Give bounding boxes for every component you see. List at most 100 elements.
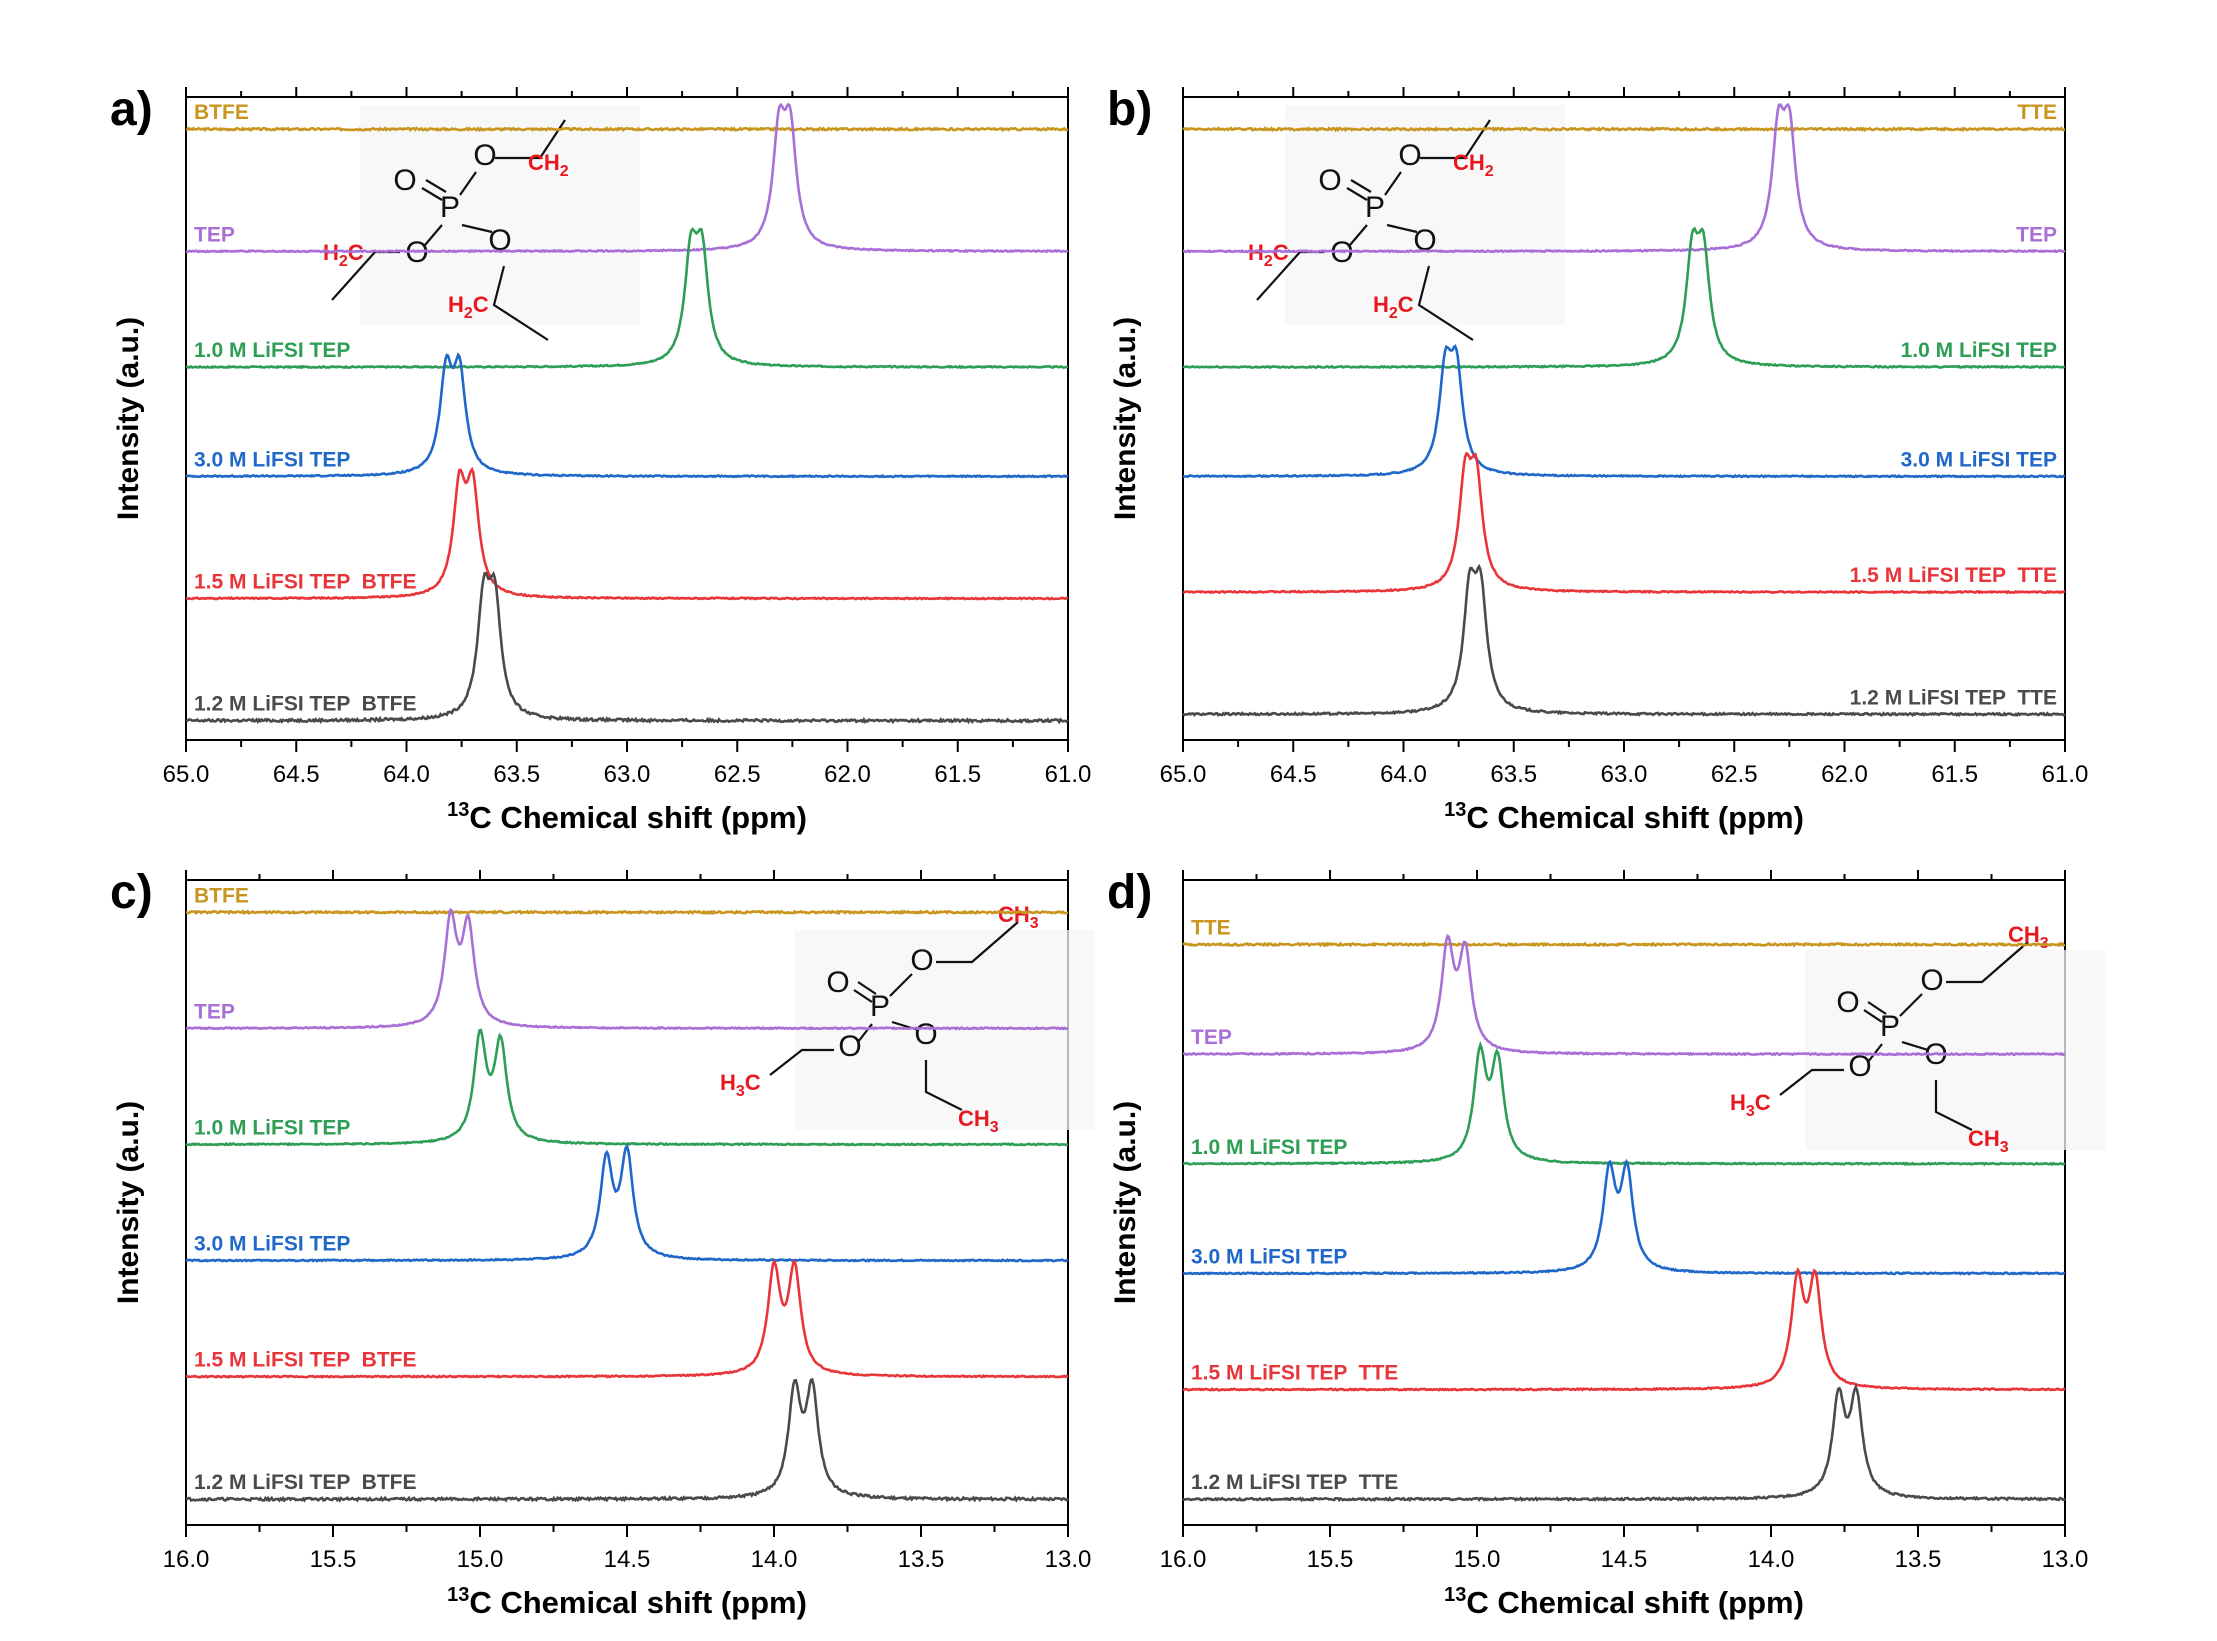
series-label: 1.5 M LiFSI TEP BTFE [194, 1349, 416, 1372]
x-tick-label: 64.5 [273, 761, 320, 788]
spectrum-line [185, 126, 1069, 133]
x-axis-label: 13C Chemical shift (ppm) [447, 1584, 807, 1620]
atom-label: O [473, 139, 496, 172]
series-label: 3.0 M LiFSI TEP [194, 1233, 350, 1256]
subscript: 2 [1389, 305, 1398, 322]
series-label: 3.0 M LiFSI TEP [1191, 1245, 1347, 1268]
x-tick-label: 14.0 [751, 1546, 798, 1573]
spectrum-line [1182, 1267, 2066, 1392]
series-label: 1.2 M LiFSI TEP TTE [1850, 686, 2057, 709]
series-label: 1.0 M LiFSI TEP [194, 339, 350, 362]
atom-label: P [440, 191, 460, 224]
series-label: BTFE [194, 884, 249, 907]
x-tick-label: 63.5 [493, 761, 540, 788]
spectrum-line [185, 1143, 1069, 1263]
h2c-label: H2C [1248, 240, 1289, 270]
y-axis-label: Intensity (a.u.) [112, 317, 145, 520]
bond-lines [769, 921, 1019, 1111]
x-tick-label: 16.0 [1160, 1546, 1207, 1573]
series-label: 1.2 M LiFSI TEP BTFE [194, 1471, 416, 1494]
h3c-label: H3C [720, 1070, 761, 1100]
spectrum-line [185, 352, 1069, 479]
molecule-backdrop [1805, 950, 2105, 1150]
subscript: 2 [1264, 253, 1273, 270]
x-tick-label: 61.0 [1045, 761, 1092, 788]
x-tick-label: 13.5 [1895, 1546, 1942, 1573]
series-label: 1.5 M LiFSI TEP TTE [1850, 564, 2057, 587]
x-tick-label: 65.0 [1160, 761, 1207, 788]
x-tick-label: 64.0 [1380, 761, 1427, 788]
carbon: C [745, 1070, 761, 1095]
atom-label: O [838, 1030, 861, 1063]
spectrum-line [1182, 933, 2066, 1057]
spectrum-line [185, 907, 1069, 1031]
atom-label: O [914, 1018, 937, 1051]
spectrum-line [185, 227, 1069, 370]
series-label: TEP [194, 1000, 235, 1023]
x-tick-label: 62.0 [824, 761, 871, 788]
spectrum-line [1182, 344, 2066, 479]
x-tick-label: 14.0 [1748, 1546, 1795, 1573]
spectrum-line [1182, 1383, 2066, 1503]
atom-label: O [1848, 1050, 1871, 1083]
atom-label: O [910, 944, 933, 977]
x-tick-label: 15.5 [310, 1546, 357, 1573]
spectrum-line [185, 466, 1069, 601]
series-label: TTE [1191, 917, 1231, 940]
atom-label: O [1413, 224, 1436, 257]
x-tick-label: 15.0 [457, 1546, 504, 1573]
x-tick-label: 63.0 [1601, 761, 1648, 788]
x-tick-label: 13.0 [2042, 1546, 2089, 1573]
x-tick-label: 65.0 [163, 761, 210, 788]
series-label: 1.2 M LiFSI TEP BTFE [194, 693, 416, 716]
spectrum-line [1182, 126, 2066, 133]
spectrum-line [1182, 563, 2066, 718]
y-axis-label: Intensity (a.u.) [1109, 317, 1142, 520]
atom-label: O [488, 224, 511, 257]
x-tick-label: 14.5 [604, 1546, 651, 1573]
atom-label: O [826, 966, 849, 999]
x-axis-label: 13C Chemical shift (ppm) [1444, 799, 1804, 835]
panel-c: 16.0 15.5 15.0 14.5 14.0 13.5 13.0 c) Intensity … [110, 866, 1095, 1620]
series-label: 1.0 M LiFSI TEP [194, 1116, 350, 1139]
h3c-label: H3C [1730, 1090, 1771, 1120]
x-tick-label: 62.0 [1821, 761, 1868, 788]
spectrum-line [1182, 226, 2066, 370]
subscript: 3 [1030, 915, 1039, 932]
series-label: TEP [1191, 1026, 1232, 1049]
series-label: 1.5 M LiFSI TEP TTE [1191, 1362, 1398, 1385]
series-label: 1.5 M LiFSI TEP BTFE [194, 571, 416, 594]
subscript: 3 [736, 1083, 745, 1100]
series-label: BTFE [194, 101, 249, 124]
carbon: C [1755, 1090, 1771, 1115]
spectrum-line [185, 102, 1069, 254]
atom-label: P [1365, 191, 1385, 224]
x-axis-label-superscript: 13 [447, 799, 469, 821]
panel-label: c) [110, 866, 153, 919]
subscript: 2 [339, 253, 348, 270]
x-tick-label: 62.5 [714, 761, 761, 788]
series-label: TTE [2017, 101, 2057, 124]
double-bond [421, 179, 447, 201]
x-tick-label: 14.5 [1601, 1546, 1648, 1573]
atom-label: O [1318, 164, 1341, 197]
atom-label: P [1880, 1010, 1900, 1043]
x-axis-label: 13C Chemical shift (ppm) [447, 799, 807, 835]
x-tick-label: 64.5 [1270, 761, 1317, 788]
spectrum-line [1182, 941, 2066, 948]
x-tick-label: 61.5 [1931, 761, 1978, 788]
x-axis-label-text: C Chemical shift (ppm) [1466, 800, 1804, 835]
subscript: 2 [1485, 163, 1494, 180]
spectrum-line [1182, 102, 2066, 254]
atom-label: O [1920, 964, 1943, 997]
x-axis-label-text: C Chemical shift (ppm) [469, 1585, 807, 1620]
series-label: 3.0 M LiFSI TEP [1901, 448, 2057, 471]
y-axis-label: Intensity (a.u.) [112, 1101, 145, 1304]
atom-label: P [870, 990, 890, 1023]
panel-label: a) [110, 83, 153, 136]
spectrum-line [185, 909, 1069, 916]
panel-a: 65.0 64.5 64.0 63.5 63.0 62.5 62.0 61.5 61.0 a) In… [110, 83, 1091, 835]
